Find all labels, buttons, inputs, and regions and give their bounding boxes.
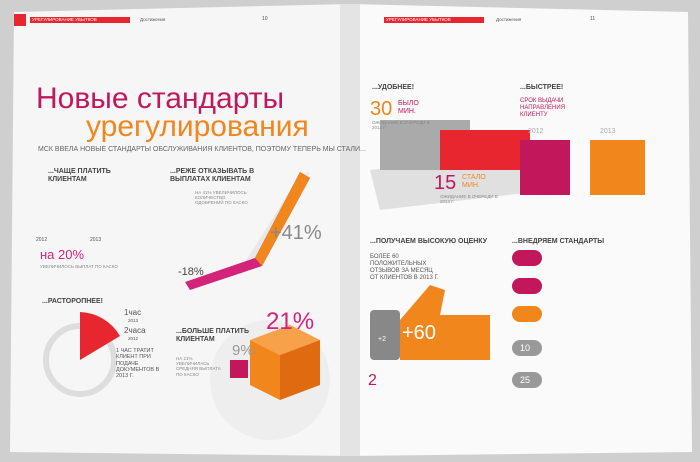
big-number: 15 bbox=[434, 172, 457, 194]
lead: МСК ВВЕЛА НОВЫЕ СТАНДАРТЫ ОБСЛУЖИВАНИЯ К… bbox=[38, 146, 366, 153]
note: УВЕЛИЧИЛОСЬ ВЫПЛАТ ПО КАСКО bbox=[40, 264, 118, 269]
header-section: УРЕГУЛИРОВАНИЕ УБЫТКОВ bbox=[386, 17, 451, 22]
note: ОЖИДАНИЕ В ОЧЕРЕДИ В 2013 Г. bbox=[440, 194, 498, 205]
note: ОЖИДАНИЕ В ОЧЕРЕДИ В 2012 Г. bbox=[372, 120, 430, 131]
year: 2013 bbox=[600, 128, 616, 135]
year: 2013 bbox=[128, 318, 139, 323]
year: 2012 bbox=[128, 336, 139, 341]
small-cube bbox=[230, 360, 248, 378]
heading: ...БЫСТРЕЕ! bbox=[520, 84, 564, 91]
header-section: УРЕГУЛИРОВАНИЕ УБЫТКОВ bbox=[32, 17, 97, 22]
header-bar bbox=[384, 17, 484, 23]
number: 10 bbox=[520, 343, 531, 353]
heading: ...УДОБНЕЕ! bbox=[372, 84, 415, 91]
header-tab: Достижения bbox=[140, 17, 166, 22]
calendar-2012 bbox=[520, 140, 570, 195]
year: 2012 bbox=[36, 237, 48, 243]
right-page bbox=[350, 4, 692, 456]
cube-top bbox=[250, 325, 320, 355]
thumb-up bbox=[400, 285, 490, 360]
note: НА 21% УВЕЛИЧИЛАСЬ СРЕДНЯЯ ВЫПЛАТА ПО КА… bbox=[176, 356, 221, 377]
phone bbox=[370, 310, 400, 360]
small-number: 9% bbox=[232, 342, 254, 359]
spine bbox=[340, 4, 360, 456]
page-number: 10 bbox=[262, 16, 268, 22]
note: 1 ЧАС ТРАТИТ КЛИЕНТ ПРИ ПОДАЧЕ ДОКУМЕНТО… bbox=[116, 348, 160, 380]
time: 1час bbox=[124, 308, 142, 317]
small-number: -18% bbox=[178, 266, 204, 278]
cube-right bbox=[280, 340, 320, 400]
big-number: +41% bbox=[270, 222, 322, 244]
heading: ...РЕЖЕ ОТКАЗЫВАТЬ В ВЫПЛАТАХ КЛИЕНТАМ bbox=[170, 168, 255, 184]
year: 2012 bbox=[528, 128, 544, 135]
big-number: 2 bbox=[368, 372, 377, 389]
heading: ...ЧАЩЕ ПЛАТИТЬ КЛИЕНТАМ bbox=[48, 168, 111, 184]
big-number: 30 bbox=[370, 98, 393, 120]
small-number: +2 bbox=[378, 336, 386, 343]
watch-sector bbox=[80, 312, 120, 360]
label: СТАЛО МИН. bbox=[462, 174, 486, 190]
title: Новые стандарты bbox=[36, 82, 285, 115]
header-tab: Достижения bbox=[496, 17, 522, 22]
note: СРОК ВЫДАЧИ НАПРАВЛЕНИЯ КЛИЕНТУ bbox=[520, 98, 566, 118]
standard-icons bbox=[512, 250, 542, 388]
header-bar bbox=[30, 17, 130, 23]
year: 2013 bbox=[90, 237, 102, 243]
time: 2часа bbox=[124, 326, 146, 335]
page-number: 11 bbox=[590, 16, 596, 22]
heading: ...РАСТОРОПНЕЕ! bbox=[42, 298, 103, 305]
heading: ...ПОЛУЧАЕМ ВЫСОКУЮ ОЦЕНКУ bbox=[370, 238, 488, 245]
heading: ...БОЛЬШЕ ПЛАТИТЬ КЛИЕНТАМ bbox=[176, 328, 249, 344]
big-number: +60 bbox=[402, 322, 436, 344]
note: БОЛЕЕ 60 ПОЛОЖИТЕЛЬНЫХ ОТЗЫВОВ ЗА МЕСЯЦ … bbox=[370, 254, 439, 281]
number: 25 bbox=[520, 375, 531, 385]
title: урегулирования bbox=[86, 110, 309, 143]
heading: ...ВНЕДРЯЕМ СТАНДАРТЫ bbox=[512, 238, 605, 245]
logo bbox=[14, 14, 26, 26]
cube-left bbox=[250, 340, 280, 400]
queue-red bbox=[440, 130, 530, 170]
calendar-2013 bbox=[590, 140, 645, 195]
label: БЫЛО МИН. bbox=[398, 100, 419, 116]
rising-bar-top bbox=[255, 172, 310, 266]
big-number: 21% bbox=[266, 308, 315, 335]
note: НА 41% УВЕЛИЧИЛОСЬ КОЛИЧЕСТВО ОДОБРЕНИЙ … bbox=[195, 190, 248, 206]
big-number: на 20% bbox=[40, 247, 85, 262]
